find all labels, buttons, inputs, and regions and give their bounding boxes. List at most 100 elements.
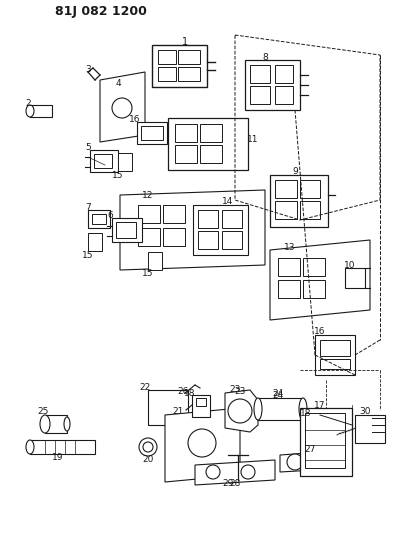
Bar [278,258,300,276]
Circle shape [228,399,252,423]
Bar [355,415,385,443]
Circle shape [334,456,346,468]
Bar [275,180,297,198]
Text: 10: 10 [344,261,356,270]
Bar [138,205,160,223]
Text: 22: 22 [139,384,150,392]
Bar [193,205,248,255]
Text: 18: 18 [184,389,196,398]
Polygon shape [225,390,258,432]
Bar [222,231,242,249]
Bar [141,126,163,140]
Text: 20: 20 [142,456,154,464]
Text: 16: 16 [314,327,326,336]
Bar [175,145,197,163]
Bar [198,210,218,228]
Bar [275,65,293,83]
Text: 81J 082 1200: 81J 082 1200 [55,5,147,19]
Bar [222,210,242,228]
Text: 15: 15 [82,251,94,260]
Bar [245,60,300,110]
Text: 23: 23 [234,387,246,397]
Text: 9: 9 [292,167,298,176]
Ellipse shape [254,398,262,420]
Bar [168,118,248,170]
Bar [138,228,160,246]
Bar [192,395,210,417]
Circle shape [206,465,220,479]
Text: 30: 30 [359,408,371,416]
Bar [305,413,345,468]
Bar [278,280,300,298]
Bar [303,280,325,298]
Bar [158,50,176,64]
Text: 25: 25 [37,408,49,416]
Bar [148,390,188,425]
Bar [92,214,106,224]
Bar [112,218,142,242]
Bar [300,180,320,198]
Bar [258,398,303,420]
Text: 4: 4 [115,79,121,88]
Bar [137,122,167,144]
Text: 5: 5 [85,143,91,152]
Text: 19: 19 [52,454,64,463]
Bar [345,268,365,288]
Bar [275,86,293,104]
Bar [90,150,118,172]
Bar [200,124,222,142]
Bar [30,105,52,117]
Bar [303,258,325,276]
Ellipse shape [26,105,34,117]
Bar [175,124,197,142]
Text: 15: 15 [112,171,124,180]
Text: 17: 17 [314,400,326,409]
Bar [275,201,297,219]
Text: 14: 14 [222,198,234,206]
Bar [178,67,200,81]
Text: 8: 8 [262,52,268,61]
Text: 12: 12 [142,191,154,200]
Bar [94,154,112,168]
Bar [158,67,176,81]
Bar [152,45,207,87]
Bar [118,153,132,171]
Bar [270,175,328,227]
Circle shape [139,438,157,456]
Bar [200,145,222,163]
Bar [198,231,218,249]
Bar [320,359,350,369]
Text: 18: 18 [300,408,312,417]
Bar [250,65,270,83]
Bar [250,86,270,104]
Text: 13: 13 [284,244,296,253]
Bar [320,340,350,356]
Text: 1: 1 [182,37,188,47]
Text: 29: 29 [222,479,234,488]
Bar [30,440,95,454]
Text: 24: 24 [272,391,284,400]
Text: 23: 23 [229,385,241,394]
Text: 11: 11 [247,135,259,144]
Bar [148,252,162,270]
Circle shape [241,465,255,479]
Bar [88,233,102,251]
Text: 7: 7 [85,204,91,213]
Ellipse shape [299,398,307,420]
Circle shape [188,429,216,457]
Bar [163,205,185,223]
Circle shape [287,454,303,470]
Text: 28: 28 [229,479,241,488]
Bar [300,408,352,476]
Bar [88,210,110,228]
Ellipse shape [26,440,34,454]
Ellipse shape [64,417,70,431]
Text: 6: 6 [107,211,113,220]
Polygon shape [100,72,145,142]
Text: 3: 3 [85,66,91,75]
Polygon shape [195,460,275,485]
Text: 24: 24 [272,389,284,398]
Bar [45,415,67,433]
Bar [163,228,185,246]
Bar [300,201,320,219]
